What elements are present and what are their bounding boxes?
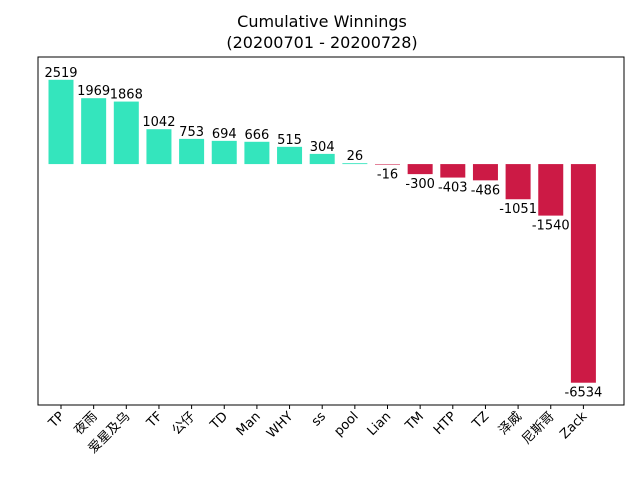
value-label: -486 — [471, 183, 501, 198]
x-tick-label: 尼斯哥 — [519, 409, 557, 447]
value-label: 2519 — [44, 66, 77, 81]
bar-泽威 — [505, 164, 531, 200]
value-label: -1051 — [499, 202, 537, 217]
x-tick-label: Lian — [365, 409, 395, 439]
value-label: 1868 — [110, 88, 143, 103]
x-tick-label: TM — [402, 409, 427, 434]
bar-公仔 — [179, 138, 205, 165]
x-tick-label: TZ — [469, 409, 492, 432]
bar-TP — [48, 79, 74, 165]
value-label: 26 — [347, 149, 364, 164]
plot-frame — [37, 56, 625, 406]
value-label: 515 — [277, 133, 302, 148]
bar-爱星及乌 — [113, 101, 139, 165]
x-tick-label: TD — [207, 409, 231, 433]
bar-Zack — [570, 164, 596, 383]
bar-TZ — [472, 164, 498, 181]
bar-group — [48, 79, 596, 383]
value-label: 753 — [179, 125, 204, 140]
chart-title: Cumulative Winnings — [237, 12, 407, 31]
bar-TM — [407, 164, 433, 175]
x-tick-label: WHY — [264, 409, 296, 441]
x-tick-label: 泽威 — [496, 409, 525, 438]
bar-Man — [244, 141, 270, 165]
value-label: 666 — [244, 128, 269, 143]
x-tick-label: pool — [331, 409, 361, 439]
bar-ss — [309, 153, 335, 165]
bar-pool — [342, 163, 368, 165]
value-label: -6534 — [565, 386, 603, 401]
value-label: -16 — [377, 168, 398, 183]
x-tick-label: Man — [234, 409, 264, 439]
x-tick-label: TP — [45, 409, 68, 432]
bar-尼斯哥 — [538, 164, 564, 216]
value-label: 694 — [212, 127, 237, 142]
value-label: -403 — [438, 181, 468, 196]
value-label: 1042 — [142, 115, 175, 130]
x-tick-label: HTP — [431, 409, 460, 438]
x-tick-label: TF — [144, 409, 166, 431]
x-tick-label: 公仔 — [169, 409, 198, 438]
bar-TD — [211, 140, 237, 165]
bar-Lian — [375, 164, 400, 165]
value-label: -300 — [405, 177, 435, 192]
value-label: -1540 — [532, 219, 570, 234]
x-tick-label: Zack — [557, 409, 590, 442]
value-label: 1969 — [77, 84, 110, 99]
x-tick-label: 夜雨 — [71, 409, 100, 438]
bar-WHY — [277, 146, 303, 165]
bar-HTP — [440, 164, 466, 178]
bar-夜雨 — [81, 98, 107, 165]
x-tick-label: ss — [309, 409, 329, 429]
bar-TF — [146, 129, 172, 165]
chart-subtitle: (20200701 - 20200728) — [226, 33, 417, 52]
value-label: 304 — [310, 140, 335, 155]
